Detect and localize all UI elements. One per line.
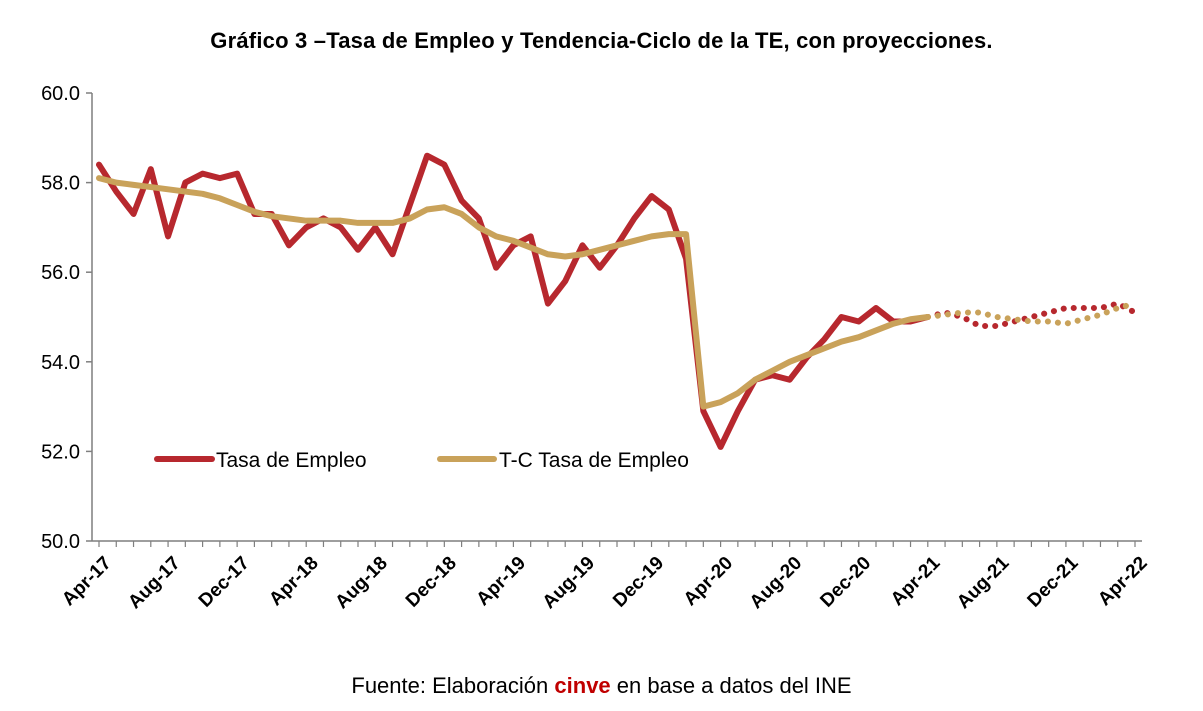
x-tick-label: Dec-19 — [609, 553, 668, 612]
y-tick-label: 60.0 — [41, 83, 80, 105]
x-tick-label: Aug-21 — [953, 552, 1014, 613]
source-note: Fuente: Elaboración cinve en base a dato… — [0, 673, 1203, 699]
source-suffix: en base a datos del INE — [610, 673, 852, 698]
chart-title: Gráfico 3 –Tasa de Empleo y Tendencia-Ci… — [210, 28, 993, 53]
x-tick-label: Dec-18 — [402, 553, 461, 612]
y-tick-label: 56.0 — [41, 262, 80, 284]
series-lines — [96, 152, 1138, 450]
y-tick-label: 58.0 — [41, 173, 80, 195]
source-prefix: Fuente: Elaboración — [351, 673, 555, 698]
x-tick-label: Apr-17 — [58, 553, 115, 610]
x-tick-label: Dec-21 — [1024, 552, 1083, 611]
y-tick-label: 52.0 — [41, 441, 80, 463]
legend-label: T-C Tasa de Empleo — [499, 449, 689, 472]
source-brand: cinve — [554, 673, 611, 698]
y-tick-label: 50.0 — [41, 531, 80, 553]
legend-label: Tasa de Empleo — [216, 449, 367, 472]
y-tick-label: 54.0 — [41, 352, 80, 374]
x-tick-label: Aug-18 — [331, 553, 391, 613]
x-tick-label: Apr-18 — [265, 553, 322, 610]
x-tick-label: Apr-19 — [473, 553, 530, 610]
legend: Tasa de Empleo T-C Tasa de Empleo — [154, 449, 689, 472]
x-tick-label: Aug-17 — [124, 553, 184, 613]
x-tick-label: Aug-20 — [746, 553, 806, 613]
x-tick-label: Apr-20 — [680, 553, 737, 610]
x-tick-label: Dec-20 — [816, 553, 875, 612]
x-tick-label: Apr-21 — [887, 552, 945, 610]
series-line-t-c-tasa-de-empleo — [96, 175, 931, 410]
x-tick-label: Dec-17 — [195, 553, 254, 612]
x-tick-label: Aug-19 — [539, 553, 599, 613]
x-tick-label: Apr-22 — [1094, 553, 1151, 610]
